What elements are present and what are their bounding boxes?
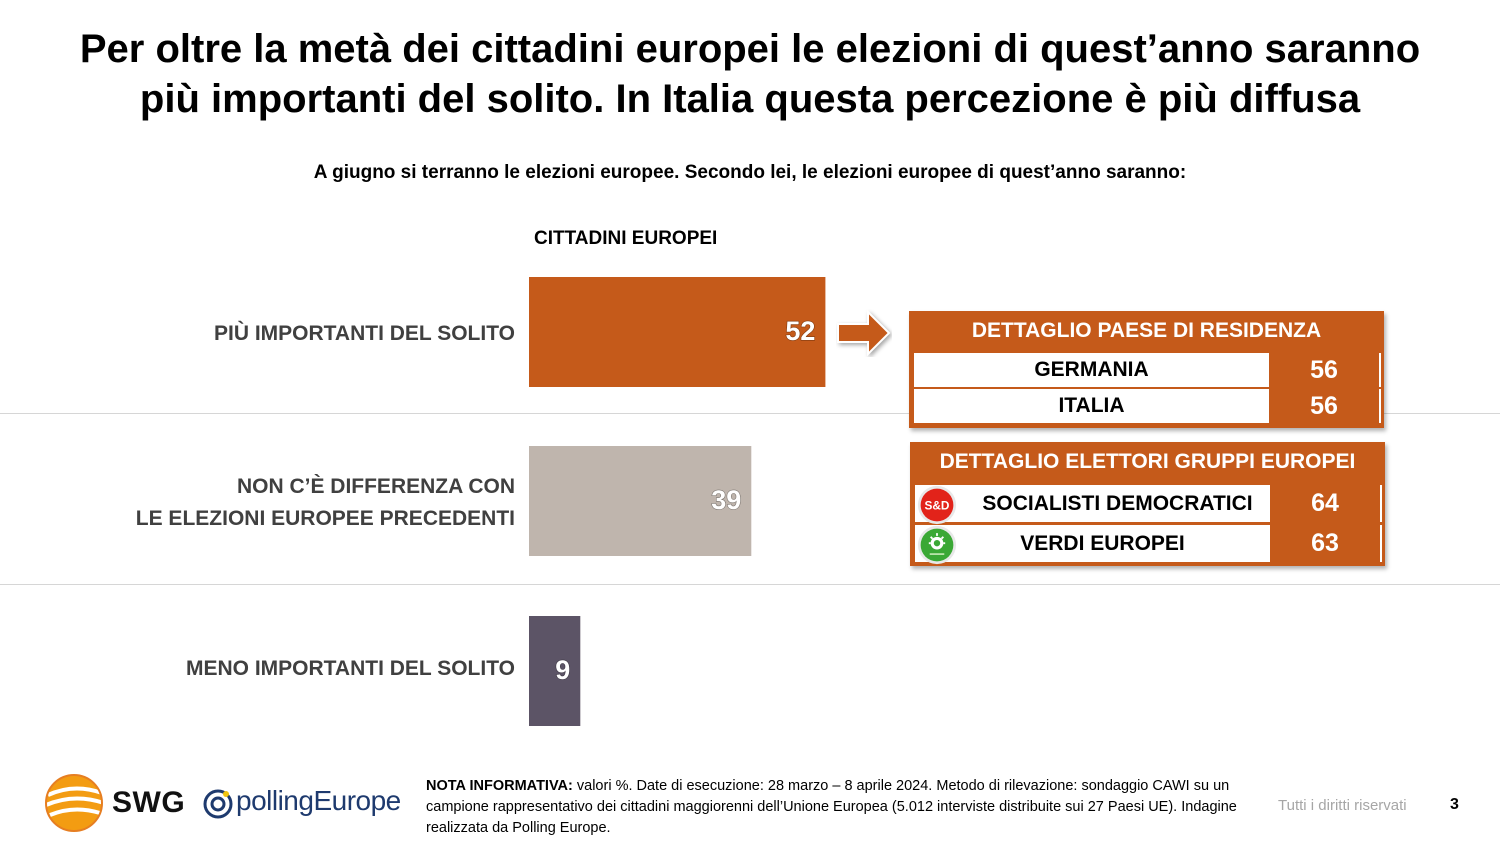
groups-detail-panel: DETTAGLIO ELETTORI GRUPPI EUROPEI SOCIAL… [910, 442, 1385, 566]
category-label-no-difference: NON C’È DIFFERENZA CON LE ELEZIONI EUROP… [135, 475, 515, 530]
country-name: GERMANIA [1034, 358, 1149, 381]
group-name: SOCIALISTI DEMOCRATICI [982, 491, 1253, 515]
groups-panel-title: DETTAGLIO ELETTORI GRUPPI EUROPEI [939, 450, 1356, 473]
survey-question: A giugno si terranno le elezioni europee… [313, 162, 1187, 183]
title-line-2: più importanti del solito. In Italia que… [139, 77, 1361, 121]
group-row-greens: VERDI EUROPEI 63 [915, 525, 1382, 562]
s-and-d-logo-icon: S&D [917, 485, 957, 525]
country-name: ITALIA [1058, 394, 1125, 417]
category-label-more-important: PIÙ IMPORTANTI DEL SOLITO [213, 322, 515, 345]
arrow-right-icon [837, 309, 891, 357]
page-number: 3 [1450, 796, 1459, 813]
note-label: NOTA INFORMATIVA: [426, 778, 573, 794]
note-text: valori %. Date di esecuzione: 28 marzo –… [426, 778, 1237, 836]
s-and-d-logo-text: S&D [925, 499, 950, 513]
bar-value-label: 9 [555, 655, 570, 685]
row-divider [0, 413, 1500, 414]
bar [529, 446, 752, 556]
title-line-1: Per oltre la metà dei cittadini europei … [79, 27, 1421, 71]
swg-logo-icon [45, 774, 105, 832]
swg-logo-text: SWG [112, 786, 186, 819]
country-row-germany: GERMANIA 56 [914, 353, 1381, 387]
group-name: VERDI EUROPEI [1020, 531, 1185, 555]
country-panel-title: DETTAGLIO PAESE DI RESIDENZA [971, 319, 1322, 342]
bar [529, 277, 826, 387]
greens-logo-icon [917, 525, 957, 565]
row-divider [0, 584, 1500, 585]
group-row-socialists: SOCIALISTI DEMOCRATICI 64 [915, 485, 1382, 522]
polling-europe-logo-icon [203, 789, 233, 819]
country-detail-panel: DETTAGLIO PAESE DI RESIDENZA GERMANIA 56… [909, 311, 1384, 428]
country-value: 56 [1269, 353, 1379, 387]
methodology-note: NOTA INFORMATIVA: valori %. Date di esec… [426, 776, 1256, 839]
rights-reserved: Tutti i diritti riservati [1278, 797, 1407, 814]
category-label-less-important: MENO IMPORTANTI DEL SOLITO [185, 657, 515, 680]
group-value: 64 [1270, 485, 1380, 522]
page-title: Per oltre la metà dei cittadini europei … [0, 24, 1500, 124]
chart-series-header: CITTADINI EUROPEI [534, 228, 718, 249]
polling-europe-logo-text: pollingEurope [236, 785, 401, 816]
country-value: 56 [1269, 389, 1379, 423]
bar-value-label: 52 [785, 316, 815, 346]
group-value: 63 [1270, 525, 1380, 562]
country-row-italy: ITALIA 56 [914, 389, 1381, 423]
bar [529, 616, 581, 726]
bar-value-label: 39 [711, 485, 741, 515]
